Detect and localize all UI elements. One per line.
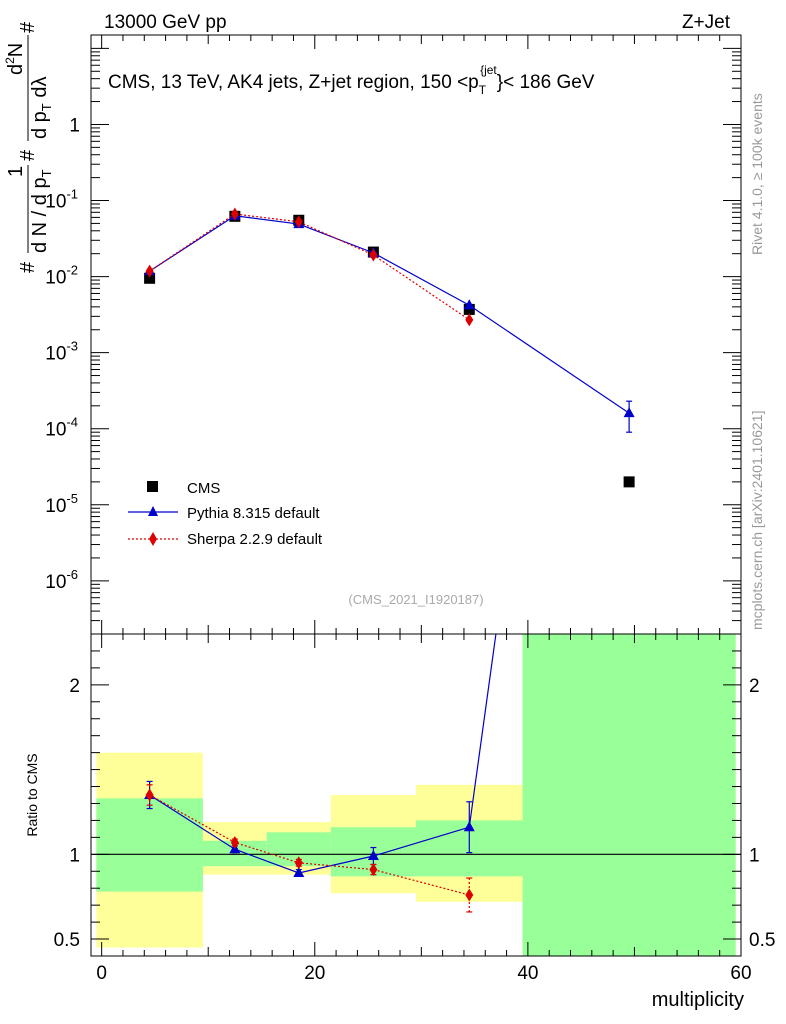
- ylabel-num2: d2N: [3, 43, 27, 75]
- main-y-tick-exp: -1: [66, 187, 78, 202]
- main-y-tick-label: 10-2: [45, 263, 78, 289]
- ratio-series: [144, 634, 497, 913]
- legend-pythia-label: Pythia 8.315 default: [187, 505, 320, 522]
- ylabel-num1: 1: [5, 166, 27, 177]
- main-y-tick-base: 10: [45, 420, 66, 441]
- title-sub: T: [479, 83, 487, 97]
- main-y-tick-label: 10-1: [45, 187, 78, 213]
- mcplots-label: mcplots.cern.ch [arXiv:2401.10621]: [749, 411, 765, 630]
- main-y-tick-base: 10: [45, 496, 66, 517]
- main-y-tick-label: 10-6: [45, 567, 78, 593]
- ylabel-den1-main: d N / d p: [29, 177, 51, 253]
- pythia-ratio-point: [463, 821, 475, 832]
- header-left: 13000 GeV pp: [104, 12, 227, 33]
- main-y-tick-exp: -4: [66, 415, 78, 430]
- main-y-tick-label: 10-5: [45, 491, 78, 517]
- legend-cms-marker: [147, 481, 158, 492]
- pythia-point: [463, 299, 475, 310]
- main-y-tick-base: 10: [45, 268, 66, 289]
- x-tick-label: 40: [517, 963, 538, 984]
- ylabel-den1-sub: T: [39, 169, 54, 177]
- ratio-y-tick-label-right: 1: [749, 845, 760, 866]
- main-y-tick-exp: -6: [66, 567, 78, 582]
- ratio-y-tick-label-left: 0.5: [54, 930, 80, 951]
- pythia-ratio-point: [293, 866, 305, 877]
- legend: CMS Pythia 8.315 default Sherpa 2.2.9 de…: [128, 480, 323, 548]
- x-tick-label: 20: [304, 963, 325, 984]
- ratio-frame: [90, 633, 742, 957]
- ylabel-hash-right: #: [17, 21, 39, 33]
- series-line-1: [149, 215, 630, 414]
- main-y-tick-exp: -3: [66, 339, 78, 354]
- sherpa-ratio-point: [369, 863, 378, 877]
- main-y-tick-label: 1: [69, 115, 80, 136]
- ratio-line-1: [149, 634, 497, 874]
- ylabel-den1: d N / d pT: [29, 169, 54, 253]
- ratio-ylabel: Ratio to CMS: [24, 753, 40, 836]
- sherpa-point: [230, 207, 239, 221]
- sherpa-ratio-point: [230, 835, 239, 849]
- pythia-ratio-point: [367, 850, 379, 861]
- ylabel-den2-tail: dλ: [29, 77, 51, 104]
- legend-pythia-marker: [148, 506, 158, 516]
- cms-data-point: [144, 272, 156, 284]
- ratio-y-tick-label-right: 2: [749, 676, 760, 697]
- main-y-tick-exp: -5: [66, 491, 78, 506]
- ylabel-num2-sup: 2: [3, 57, 17, 64]
- ylabel-den2: d pT dλ: [29, 77, 54, 139]
- ratio-bands: [96, 634, 736, 956]
- ratio-panel: 0 20 40 60 0.5 0.5 1 1 2 2: [54, 35, 775, 984]
- sherpa-ratio-point: [294, 856, 303, 870]
- main-panel: 10-610-510-410-310-210-11: [45, 34, 742, 635]
- ratio-y-ticks: [91, 633, 741, 957]
- ylabel-den2-sub: T: [39, 103, 54, 111]
- legend-sherpa-marker: [149, 532, 157, 546]
- sherpa-point: [465, 313, 474, 327]
- main-y-tick-exp: -2: [66, 263, 78, 278]
- sherpa-ratio-point: [465, 888, 474, 902]
- main-ylabel: # 1 d N / d pT # d2N d pT dλ #: [3, 21, 54, 273]
- ratio-y-tick-label-right: 0.5: [749, 930, 775, 951]
- ratio-y-tick-label-left: 2: [69, 676, 80, 697]
- green-band-bin-0: [96, 798, 203, 892]
- ylabel-num2-main: d: [5, 64, 27, 75]
- sherpa-point: [369, 248, 378, 262]
- ylabel-hash-mid: #: [17, 149, 39, 161]
- legend-sherpa-label: Sherpa 2.2.9 default: [187, 531, 323, 548]
- rivet-label: Rivet 4.1.0, ≥ 100k events: [749, 93, 765, 255]
- sherpa-ratio-point: [145, 788, 154, 802]
- title-suffix: }< 186 GeV: [497, 72, 595, 93]
- cms-data-point: [463, 303, 475, 315]
- chart-title: CMS, 13 TeV, AK4 jets, Z+jet region, 150…: [108, 63, 595, 97]
- cms-data-point: [623, 476, 635, 488]
- sherpa-point: [145, 264, 154, 278]
- main-y-tick-base: 10: [45, 344, 66, 365]
- header-right: Z+Jet: [682, 12, 731, 33]
- main-y-tick-label: 10-3: [45, 339, 78, 365]
- x-tick-label: 0: [96, 963, 107, 984]
- main-series: [144, 207, 635, 488]
- ylabel-hash-left: #: [17, 261, 39, 273]
- main-y-ticks: [91, 47, 741, 635]
- analysis-id: (CMS_2021_I1920187): [348, 592, 483, 607]
- series-line-2: [149, 213, 470, 321]
- ylabel-den2-main: d p: [29, 111, 51, 139]
- sherpa-point: [294, 215, 303, 229]
- ylabel-num2-tail: N: [5, 43, 27, 57]
- main-y-tick-label: 10-4: [45, 415, 78, 441]
- pythia-point: [623, 407, 635, 418]
- legend-cms-label: CMS: [187, 480, 220, 497]
- main-y-tick-base: 10: [45, 572, 66, 593]
- green-band-bin-5: [522, 634, 736, 956]
- title-prefix: CMS, 13 TeV, AK4 jets, Z+jet region, 150…: [108, 72, 479, 93]
- ratio-y-tick-label-left: 1: [69, 845, 80, 866]
- x-ticks: [101, 35, 742, 956]
- x-tick-label: 60: [730, 963, 751, 984]
- x-axis-label: multiplicity: [652, 989, 744, 1011]
- main-y-tick-base: 10: [45, 192, 66, 213]
- title-sup: {jet: [480, 63, 497, 77]
